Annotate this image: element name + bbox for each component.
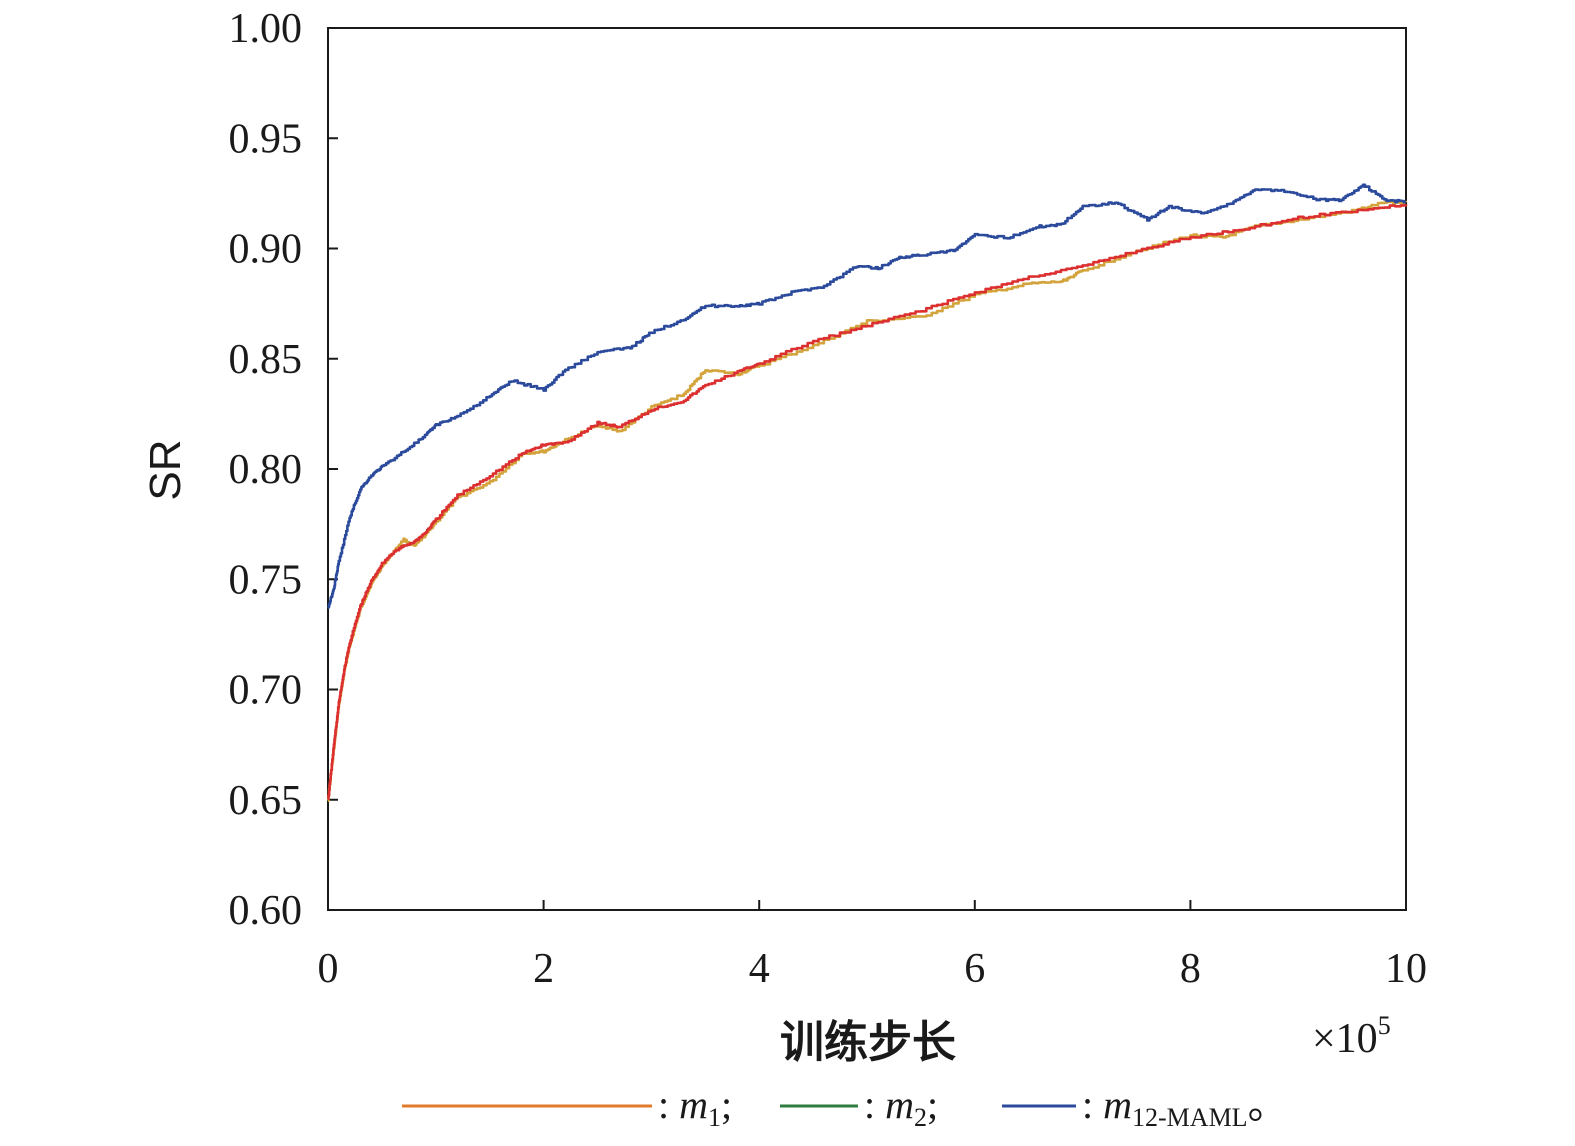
y-tick-label: 0.95 bbox=[229, 116, 303, 162]
y-axis-title: SR bbox=[141, 439, 190, 500]
series-line bbox=[327, 199, 1408, 802]
legend-label: : m1; bbox=[658, 1082, 732, 1132]
x-tick-label: 2 bbox=[533, 946, 554, 992]
y-tick-label: 0.75 bbox=[229, 557, 303, 603]
series-line bbox=[327, 204, 1408, 801]
x-tick-label: 0 bbox=[318, 946, 339, 992]
y-tick-label: 0.65 bbox=[229, 778, 303, 824]
y-tick-label: 0.90 bbox=[229, 227, 303, 273]
x-tick-label: 10 bbox=[1385, 946, 1427, 992]
y-tick-label: 0.85 bbox=[229, 337, 303, 383]
x-axis: 0 2 4 6 8 10 bbox=[318, 900, 1427, 992]
x-multiplier: ×105 bbox=[1312, 1011, 1391, 1062]
series-layer bbox=[327, 183, 1408, 802]
legend-label: : m2; bbox=[864, 1082, 938, 1132]
y-axis: 0.60 0.65 0.70 0.75 0.80 0.85 0.90 0.95 1.00 bbox=[229, 6, 338, 934]
plot-area bbox=[327, 27, 1407, 911]
x-axis-title: 训练步长 bbox=[780, 1017, 956, 1068]
y-tick-label: 0.70 bbox=[229, 668, 303, 714]
x-tick-label: 4 bbox=[749, 946, 770, 992]
x-tick-label: 6 bbox=[964, 946, 985, 992]
plot-frame bbox=[327, 27, 1407, 911]
legend: : m1; : m2; : m12-MAML。 bbox=[402, 1082, 1288, 1132]
legend-label: : m12-MAML。 bbox=[1082, 1082, 1288, 1132]
y-tick-label: 0.60 bbox=[229, 888, 303, 934]
series-line bbox=[327, 183, 1406, 609]
x-multiplier-exponent: 5 bbox=[1378, 1011, 1391, 1040]
y-tick-label: 0.80 bbox=[229, 447, 303, 493]
y-tick-label: 1.00 bbox=[229, 6, 303, 52]
x-tick-label: 8 bbox=[1180, 946, 1201, 992]
